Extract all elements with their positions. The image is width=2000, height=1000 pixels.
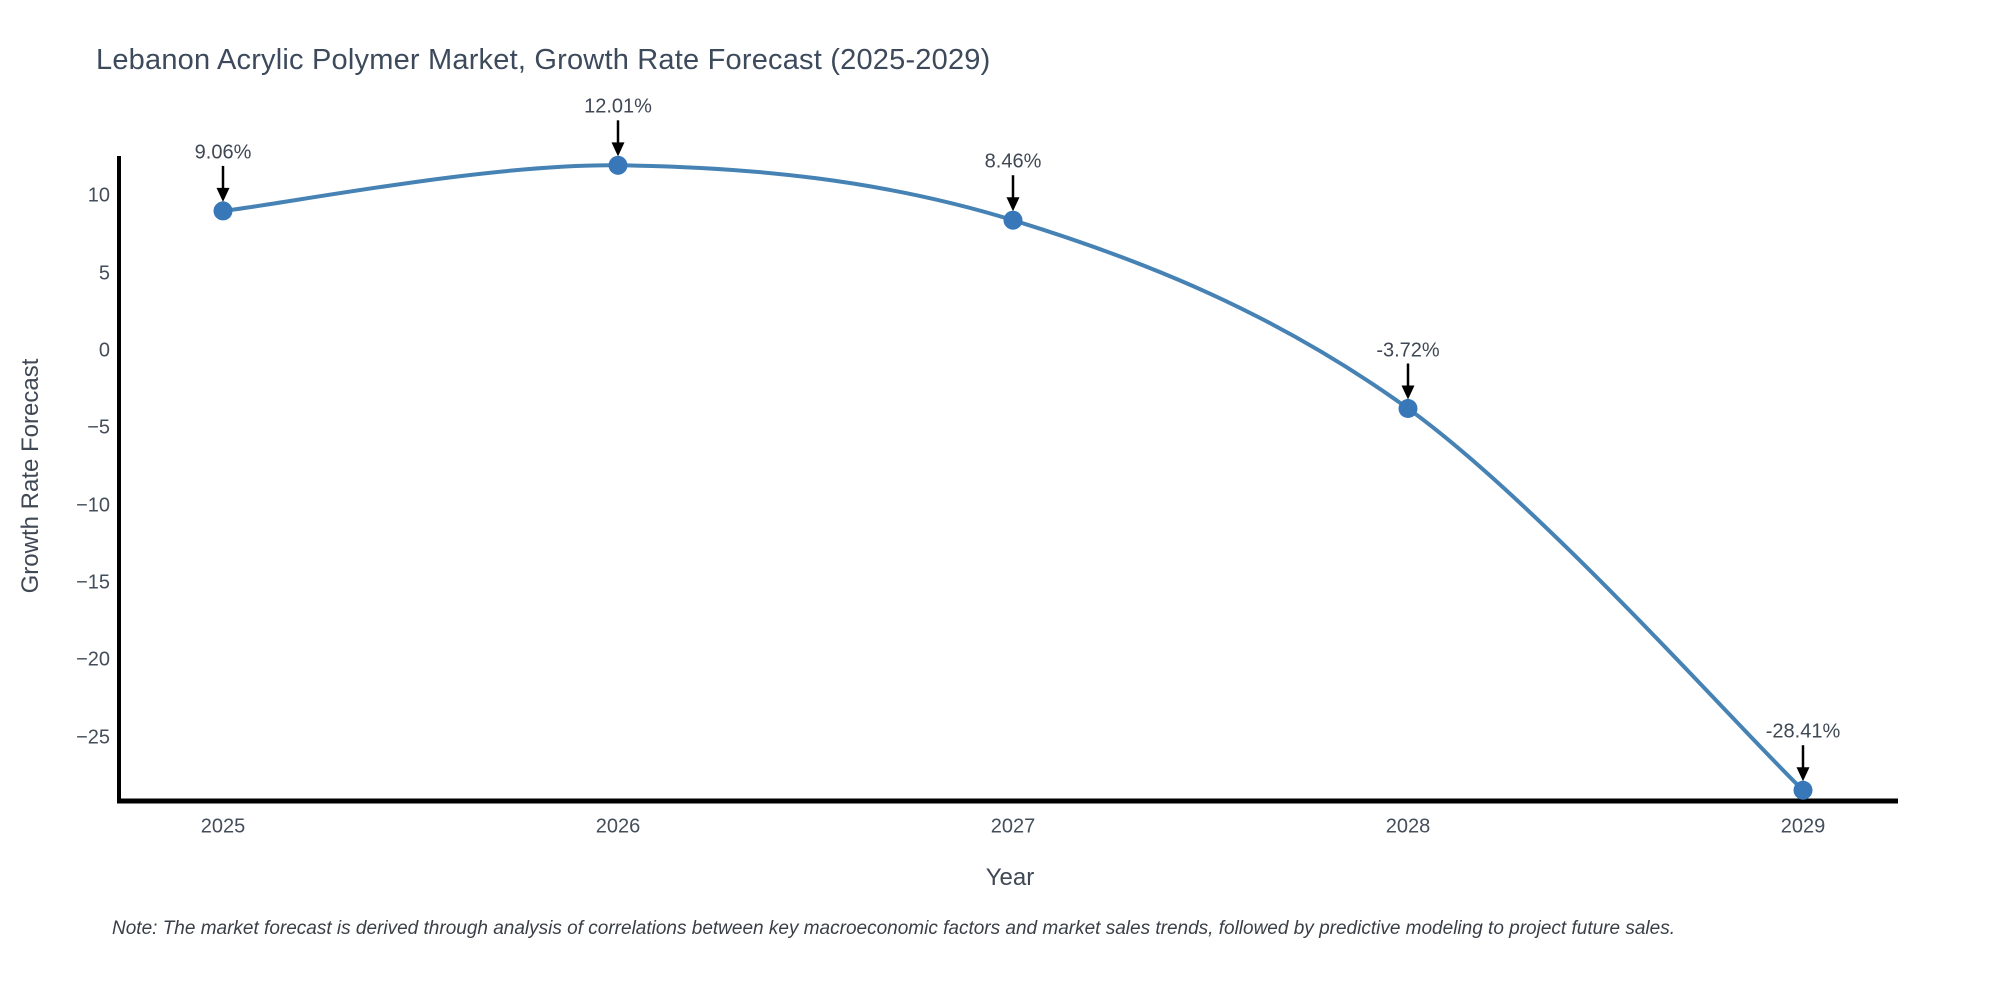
data-point-marker [1793, 780, 1813, 800]
y-axis-tick-label: −25 [76, 726, 110, 748]
y-axis-tick-label: −15 [76, 571, 110, 594]
data-point-marker [1398, 399, 1418, 419]
footnote: Note: The market forecast is derived thr… [112, 918, 1675, 939]
annotation-arrowhead [1401, 385, 1415, 400]
x-axis-tick-label: 2026 [595, 815, 641, 838]
point-annotation: 12.01% [584, 95, 652, 118]
y-axis-tick-label: 10 [87, 184, 110, 207]
x-axis-title: Year [985, 864, 1035, 891]
y-axis-title: Growth Rate Forecast [17, 358, 44, 594]
annotation-arrowhead [1796, 767, 1810, 782]
annotation-arrowhead [611, 142, 625, 157]
annotation-arrowhead [216, 187, 230, 202]
x-axis-tick-label: 2028 [1385, 815, 1431, 838]
y-axis-tick-label: 5 [98, 262, 110, 285]
point-annotation: -3.72% [1376, 339, 1440, 361]
y-axis-tick-label: −10 [76, 494, 110, 517]
point-annotation: -28.41% [1765, 720, 1841, 743]
data-point-marker [1003, 210, 1023, 230]
y-axis-tick-label: −5 [87, 416, 110, 439]
x-axis-tick-label: 2025 [200, 815, 246, 838]
point-annotation: 9.06% [194, 141, 252, 164]
y-axis-tick-label: 0 [98, 339, 110, 362]
data-point-marker [213, 201, 233, 221]
x-axis-tick-label: 2029 [1780, 815, 1826, 838]
chart-title: Lebanon Acrylic Polymer Market, Growth R… [96, 44, 991, 76]
annotation-arrowhead [1006, 197, 1020, 212]
point-annotation: 8.46% [984, 150, 1042, 173]
data-point-marker [608, 155, 628, 175]
y-axis-tick-label: −20 [76, 648, 110, 671]
x-axis-tick-label: 2027 [990, 815, 1036, 838]
trend-line [221, 163, 1805, 793]
